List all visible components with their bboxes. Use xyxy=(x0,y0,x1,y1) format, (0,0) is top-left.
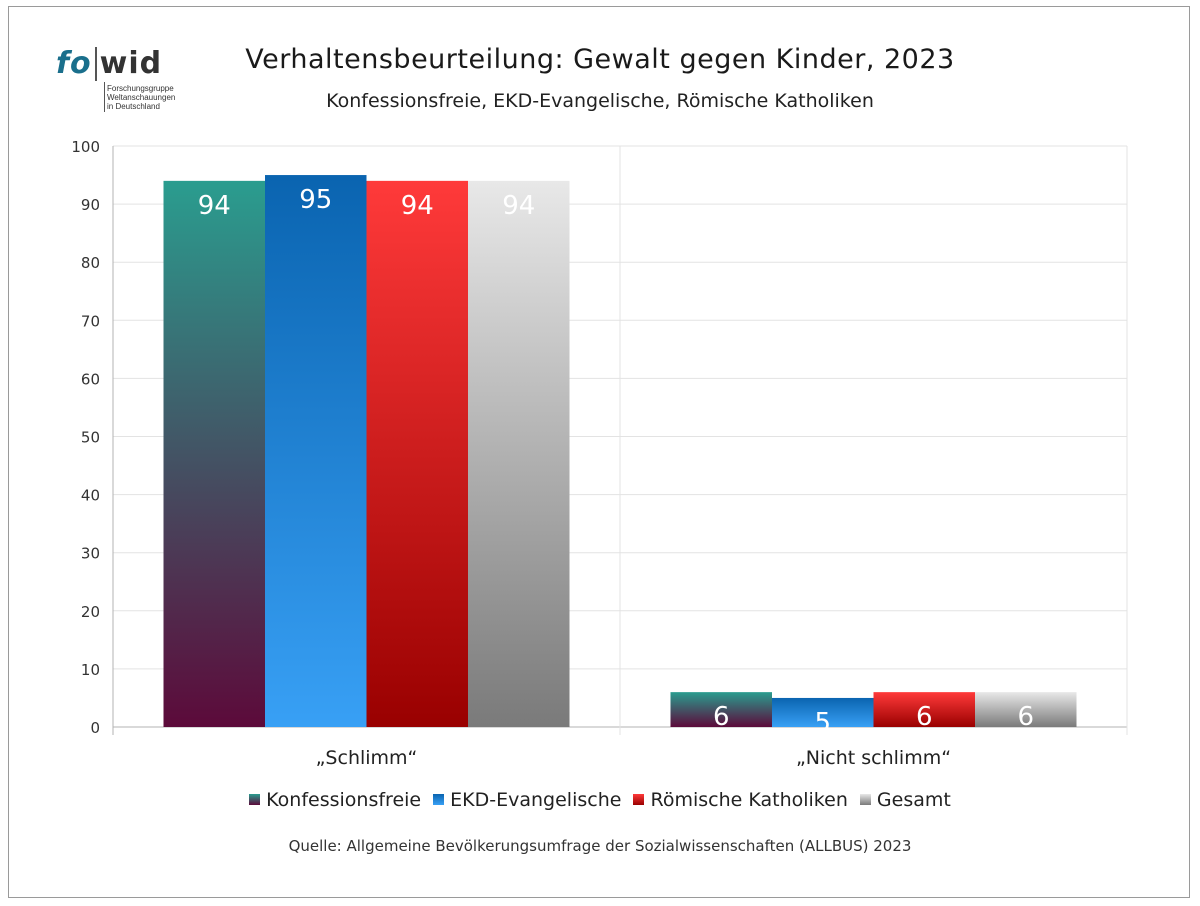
bar xyxy=(366,180,468,728)
chart-legend: Konfessionsfreie EKD-Evangelische Römisc… xyxy=(0,789,1200,811)
y-tick-label: 90 xyxy=(81,196,100,214)
logo-wordmark: fo wid xyxy=(56,46,163,81)
chart-subtitle: Konfessionsfreie, EKD-Evangelische, Römi… xyxy=(326,90,874,112)
legend-item-konfessionsfreie: Konfessionsfreie xyxy=(249,789,421,811)
y-tick-label: 50 xyxy=(81,429,100,447)
legend-swatch xyxy=(249,794,261,805)
y-tick-label: 100 xyxy=(71,138,100,156)
data-label: 94 xyxy=(198,191,231,221)
bar xyxy=(265,175,367,728)
bar xyxy=(468,180,570,728)
x-category-label: „Schlimm“ xyxy=(316,747,418,769)
y-tick-label: 40 xyxy=(81,487,100,505)
chart-title: Verhaltensbeurteilung: Gewalt gegen Kind… xyxy=(245,44,955,75)
data-label: 6 xyxy=(916,702,933,732)
logo-subtitle: Forschungsgruppe Weltanschauungen in Deu… xyxy=(107,84,176,111)
y-tick-label: 20 xyxy=(81,603,100,621)
data-label: 94 xyxy=(401,191,434,221)
data-label: 94 xyxy=(502,191,535,221)
fowid-logo: fo wid Forschungsgruppe Weltanschauungen … xyxy=(56,46,196,126)
x-category-label: „Nicht schlimm“ xyxy=(796,747,951,769)
bar xyxy=(670,692,772,727)
bar xyxy=(772,697,874,727)
bar xyxy=(975,692,1077,727)
y-tick-label: 80 xyxy=(81,254,100,272)
legend-swatch xyxy=(633,794,645,805)
legend-item-gesamt: Gesamt xyxy=(859,789,951,811)
y-tick-label: 30 xyxy=(81,545,100,563)
data-label: 6 xyxy=(713,702,730,732)
y-tick-label: 0 xyxy=(90,719,100,737)
data-label: 95 xyxy=(299,185,332,215)
data-label: 5 xyxy=(814,708,831,738)
source-note: Quelle: Allgemeine Bevölkerungsumfrage d… xyxy=(288,837,912,855)
legend-swatch xyxy=(433,794,445,805)
legend-swatch xyxy=(859,794,871,805)
bar xyxy=(163,180,265,728)
data-label: 6 xyxy=(1017,702,1034,732)
y-tick-label: 70 xyxy=(81,312,100,330)
bar xyxy=(873,692,975,727)
legend-item-ekd-evangelische: EKD-Evangelische xyxy=(433,789,621,811)
y-tick-label: 10 xyxy=(81,661,100,679)
y-tick-label: 60 xyxy=(81,370,100,388)
legend-item-roemische-katholiken: Römische Katholiken xyxy=(633,789,848,811)
